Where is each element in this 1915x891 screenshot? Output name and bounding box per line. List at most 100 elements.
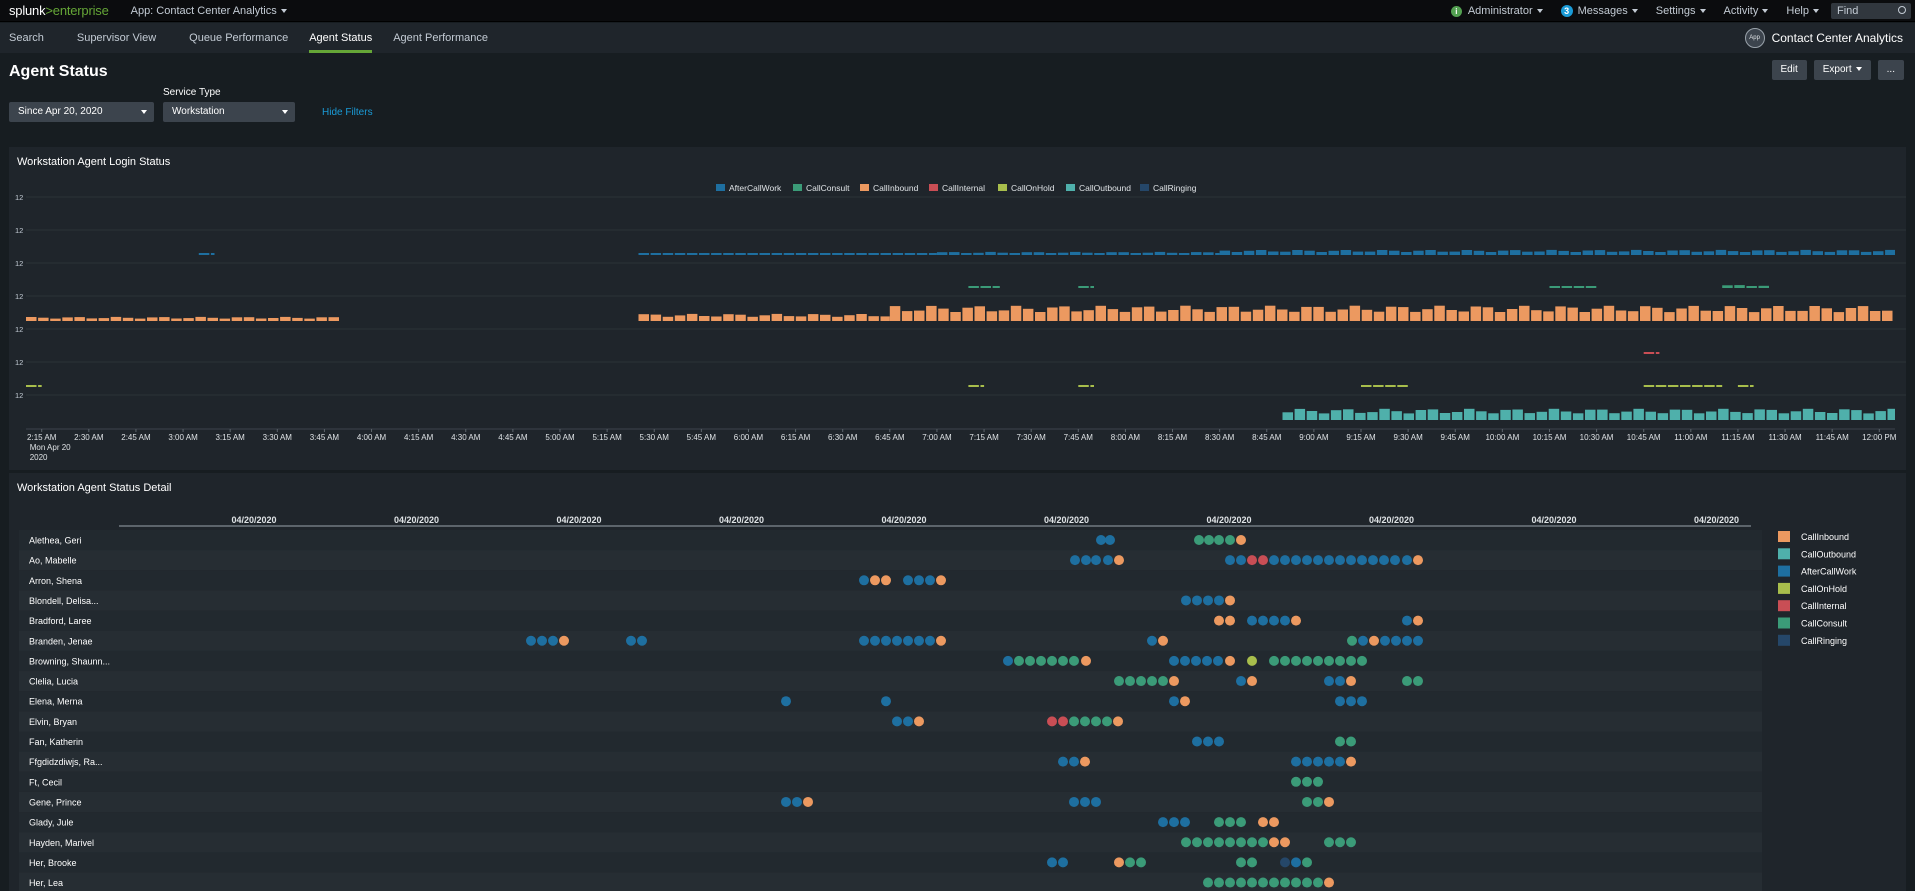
status-dot[interactable] (1214, 736, 1224, 747)
bar-callinbound[interactable] (711, 316, 722, 322)
status-dot[interactable] (1335, 555, 1345, 566)
bar-callinbound[interactable] (962, 307, 973, 321)
bar-callinbound[interactable] (844, 315, 855, 321)
bar-aftercallwork[interactable] (1243, 250, 1255, 255)
messages-menu[interactable]: 3 Messages (1560, 5, 1638, 17)
bar-callinbound[interactable] (1180, 305, 1191, 321)
bar-callinbound[interactable] (1192, 309, 1203, 321)
bar-aftercallwork[interactable] (1413, 250, 1424, 255)
agent-row[interactable]: Clelia, Lucia (19, 671, 1762, 692)
bar-aftercallwork[interactable] (1215, 253, 1220, 255)
bar-aftercallwork[interactable] (747, 253, 758, 255)
bar-callinbound[interactable] (1555, 306, 1566, 321)
time-range-picker[interactable]: Since Apr 20, 2020 (9, 102, 154, 122)
status-dot[interactable] (1313, 796, 1323, 807)
bar-callinbound[interactable] (1446, 310, 1457, 321)
status-dot[interactable] (1269, 655, 1279, 666)
bar-calloutbound[interactable] (1355, 412, 1366, 420)
bar-callinbound[interactable] (1010, 305, 1022, 321)
status-dot[interactable] (1236, 857, 1246, 868)
status-dot[interactable] (1203, 595, 1213, 606)
bar-callinbound[interactable] (1228, 306, 1240, 321)
agent-row[interactable]: Ao, Mabelle (19, 550, 1762, 571)
status-dot[interactable] (1346, 756, 1356, 767)
status-dot[interactable] (637, 635, 647, 646)
status-dot[interactable] (1225, 817, 1235, 828)
agent-row[interactable]: Alethea, Geri (19, 530, 1762, 551)
tab-agent-status[interactable]: Agent Status (309, 23, 373, 53)
bar-callinternal[interactable] (1655, 352, 1660, 354)
status-dot[interactable] (1280, 857, 1290, 868)
bar-aftercallwork[interactable] (1437, 251, 1448, 255)
bar-calloutbound[interactable] (1572, 413, 1584, 420)
bar-callinbound[interactable] (1615, 310, 1627, 322)
bar-aftercallwork[interactable] (783, 253, 795, 255)
agent-row[interactable]: Branden, Jenae (19, 630, 1762, 651)
bar-callonhold[interactable] (26, 385, 37, 387)
bar-callinbound[interactable] (1603, 305, 1615, 321)
bar-callconsult[interactable] (1722, 285, 1733, 288)
bar-callinbound[interactable] (1700, 310, 1712, 321)
find-input[interactable]: Find (1831, 3, 1911, 19)
bar-calloutbound[interactable] (1790, 411, 1802, 420)
bar-aftercallwork[interactable] (1425, 250, 1436, 255)
status-dot[interactable] (1302, 655, 1312, 666)
status-dot[interactable] (925, 575, 935, 586)
bar-aftercallwork[interactable] (1824, 251, 1836, 255)
status-dot[interactable] (1269, 837, 1279, 848)
bar-aftercallwork[interactable] (1546, 249, 1557, 255)
status-dot[interactable] (1225, 595, 1235, 606)
bar-callinbound[interactable] (1289, 311, 1300, 321)
status-dot[interactable] (1081, 655, 1091, 666)
status-dot[interactable] (1313, 655, 1323, 666)
bar-calloutbound[interactable] (1681, 409, 1693, 420)
bar-calloutbound[interactable] (1802, 408, 1814, 420)
bar-callinbound[interactable] (868, 316, 879, 321)
status-dot[interactable] (1369, 635, 1379, 646)
bar-callconsult[interactable] (1734, 285, 1745, 288)
bar-aftercallwork[interactable] (1203, 252, 1214, 255)
status-dot[interactable] (1236, 676, 1246, 687)
status-dot[interactable] (1058, 655, 1068, 666)
bar-callinbound[interactable] (638, 314, 650, 321)
bar-aftercallwork[interactable] (1522, 251, 1533, 255)
bar-aftercallwork[interactable] (638, 253, 650, 255)
status-dot[interactable] (1291, 756, 1301, 767)
splunk-logo[interactable]: splunk>enterprise (9, 3, 109, 18)
status-dot[interactable] (1192, 837, 1202, 848)
service-type-dropdown[interactable]: Workstation (163, 102, 295, 122)
bar-calloutbound[interactable] (1306, 411, 1318, 420)
bar-aftercallwork[interactable] (1848, 250, 1860, 255)
status-dot[interactable] (1380, 635, 1390, 646)
status-dot[interactable] (1357, 655, 1367, 666)
status-dot[interactable] (1302, 555, 1312, 566)
status-dot[interactable] (1313, 877, 1323, 888)
bar-callinbound[interactable] (974, 306, 986, 321)
status-dot[interactable] (1280, 655, 1290, 666)
bar-aftercallwork[interactable] (1166, 252, 1178, 255)
bar-callinbound[interactable] (926, 305, 937, 321)
status-dot[interactable] (1269, 877, 1279, 888)
bar-aftercallwork[interactable] (1510, 250, 1521, 255)
bar-aftercallwork[interactable] (1534, 251, 1545, 256)
status-dot[interactable] (1214, 817, 1224, 828)
bar-callinbound[interactable] (1833, 312, 1845, 321)
status-dot[interactable] (1014, 655, 1024, 666)
bar-callinbound[interactable] (1168, 310, 1179, 321)
bar-calloutbound[interactable] (1560, 411, 1572, 421)
status-dot[interactable] (1096, 535, 1106, 545)
bar-callinbound[interactable] (328, 317, 340, 321)
status-dot[interactable] (1302, 877, 1312, 888)
status-dot[interactable] (1192, 736, 1202, 747)
status-dot[interactable] (1091, 716, 1101, 727)
bar-aftercallwork[interactable] (771, 253, 783, 255)
bar-callinbound[interactable] (1470, 306, 1482, 322)
bar-aftercallwork[interactable] (674, 253, 686, 255)
status-dot[interactable] (903, 575, 913, 586)
status-dot[interactable] (1180, 696, 1190, 707)
bar-aftercallwork[interactable] (1191, 252, 1202, 255)
status-dot[interactable] (1047, 716, 1057, 727)
bar-aftercallwork[interactable] (699, 253, 710, 255)
detail-legend-item-callconsult[interactable]: CallConsult (1778, 617, 1848, 629)
bar-calloutbound[interactable] (1318, 413, 1330, 420)
